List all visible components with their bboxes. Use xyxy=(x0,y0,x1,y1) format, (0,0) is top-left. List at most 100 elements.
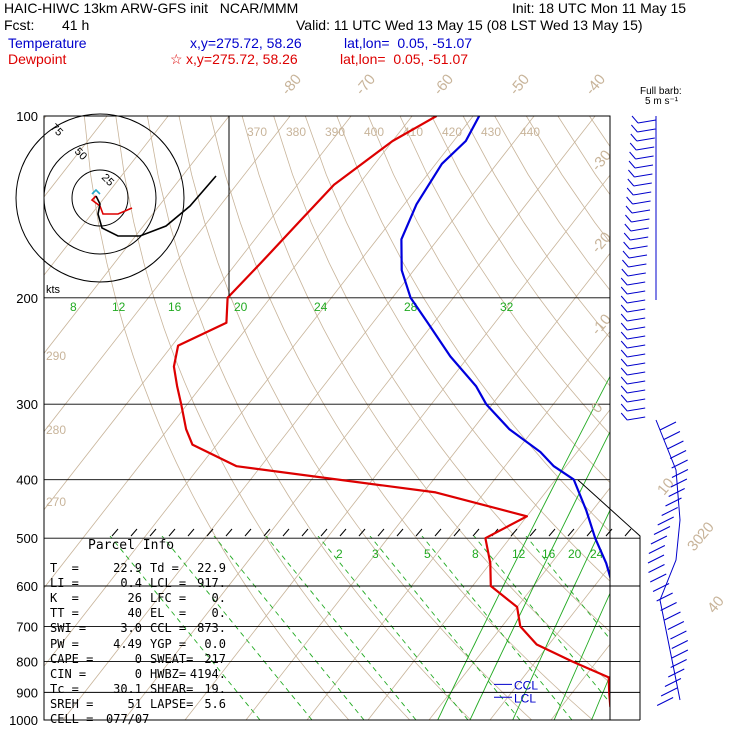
dry-adiabat xyxy=(178,116,533,720)
wind-barb-lower xyxy=(671,649,689,659)
parcel-info-cell: 0 xyxy=(134,666,142,681)
forecast-label: Fcst: xyxy=(4,17,35,33)
parcel-info-cell: TT = xyxy=(50,606,79,621)
mixing-ratio-lower-label: 5 xyxy=(424,547,431,561)
moist-adiabat xyxy=(213,536,365,720)
parcel-info-cell: 0. xyxy=(211,606,226,621)
hodograph-ring xyxy=(43,141,157,255)
hatch-mark xyxy=(396,528,404,537)
hodograph-ring xyxy=(15,113,185,283)
dry-adiabat xyxy=(399,116,610,435)
wind-barb xyxy=(627,335,646,340)
isotherm xyxy=(673,116,740,720)
hatch-mark xyxy=(415,528,423,537)
wind-barb-flag xyxy=(621,268,629,277)
hatch-mark xyxy=(453,528,461,537)
parcel-info-row: CELL = 077/07 xyxy=(50,712,280,727)
pressure-tick-label: 900 xyxy=(16,685,38,700)
hatch-mark xyxy=(206,528,214,537)
hatch-mark xyxy=(168,528,176,537)
parcel-info-row: SREH = 51 LAPSE= 5.6 xyxy=(50,697,280,712)
wind-barb-lower xyxy=(660,687,678,697)
wind-barb-flag xyxy=(620,322,628,331)
parcel-info-cell: 077/07 xyxy=(106,712,150,726)
dry-adiabat xyxy=(273,116,610,633)
isotherm-tick-label: -50 xyxy=(506,71,533,99)
hatch-mark xyxy=(244,528,252,537)
mixing-ratio-line xyxy=(553,592,610,720)
theta-tick-label: 420 xyxy=(442,125,462,139)
hatch-mark xyxy=(624,528,632,537)
isotherm xyxy=(123,116,596,720)
wind-barb xyxy=(635,155,654,160)
wind-barb-flag xyxy=(620,340,628,349)
wind-barb-flag xyxy=(620,412,628,421)
parcel-info-cell: 4.49 xyxy=(113,636,142,651)
isotherm xyxy=(550,643,610,720)
dry-adiabat xyxy=(147,116,472,720)
hatch-mark xyxy=(111,528,119,537)
parcel-info-cell: 0.0 xyxy=(204,636,226,651)
wind-barb xyxy=(627,389,646,394)
wind-barb-lower xyxy=(656,592,673,602)
wind-barb-lower xyxy=(659,421,677,431)
parcel-info-cell: Td = xyxy=(150,561,179,575)
wind-barb-flag xyxy=(620,331,628,340)
pressure-tick-label: 700 xyxy=(16,619,38,634)
wind-barb xyxy=(628,263,647,268)
wind-barb xyxy=(633,182,652,187)
wind-barb-flag xyxy=(623,232,631,241)
hodograph-ring-label: 75 xyxy=(48,122,65,139)
wind-barb xyxy=(634,173,653,178)
wind-barb-flag xyxy=(620,403,628,412)
mixing-ratio-lower-label: 16 xyxy=(542,547,556,561)
wind-barb xyxy=(633,191,652,196)
mixing-ratio-upper-label: 12 xyxy=(112,300,126,314)
dewpoint-star-icon: ☆ xyxy=(170,51,183,67)
wind-barb-lower xyxy=(664,611,681,621)
isotherm xyxy=(428,487,610,720)
wind-barb-flag xyxy=(620,367,628,376)
isotherm-tick-label: -70 xyxy=(352,71,379,99)
wind-barb-lower xyxy=(668,488,685,497)
wind-barb-flag xyxy=(625,214,632,223)
dry-adiabat xyxy=(210,116,594,720)
wind-barb xyxy=(627,371,646,376)
mixing-ratio-line xyxy=(675,298,740,720)
parcel-info-row: PW = 4.49 YGP = 0.0 xyxy=(50,637,280,652)
wind-barb-flag xyxy=(620,376,628,385)
parcel-info-cell: LFC = xyxy=(150,591,187,606)
parcel-info-cell: 917. xyxy=(197,576,226,591)
dry-adiabat xyxy=(336,116,610,533)
mixing-ratio-line xyxy=(591,674,610,720)
isotherm xyxy=(184,174,610,720)
wind-barb-flag xyxy=(620,286,628,295)
dewpoint-line xyxy=(172,116,610,708)
theta-tick-label: 380 xyxy=(286,125,306,139)
isotherm xyxy=(367,409,610,720)
isotherm xyxy=(489,565,610,720)
pressure-tick-label: 200 xyxy=(16,291,38,306)
wind-barb-lower xyxy=(648,564,665,573)
wind-barb xyxy=(631,209,651,214)
wind-barb-lower xyxy=(670,659,687,668)
wind-barb-lower xyxy=(671,459,688,469)
parcel-info-cell: CAPE = xyxy=(50,651,94,666)
hatch-mark xyxy=(282,528,290,537)
mixing-ratio-line xyxy=(437,375,610,720)
isotherm xyxy=(44,116,352,511)
theta-tick-label: 400 xyxy=(364,125,384,139)
wind-barb-flag xyxy=(620,394,628,403)
barb-staff-lower xyxy=(655,419,681,701)
dry-adiabat xyxy=(716,116,740,720)
wind-barb-flag xyxy=(620,277,628,286)
parcel-info-cell: K = xyxy=(50,591,79,606)
isotherm xyxy=(612,116,740,720)
isotherm xyxy=(44,116,413,589)
theta-tick-label: 440 xyxy=(520,125,540,139)
isotherm xyxy=(245,252,610,720)
wind-barb-lower xyxy=(650,535,668,545)
wind-barb xyxy=(627,299,646,304)
mixing-ratio-line xyxy=(641,298,740,720)
